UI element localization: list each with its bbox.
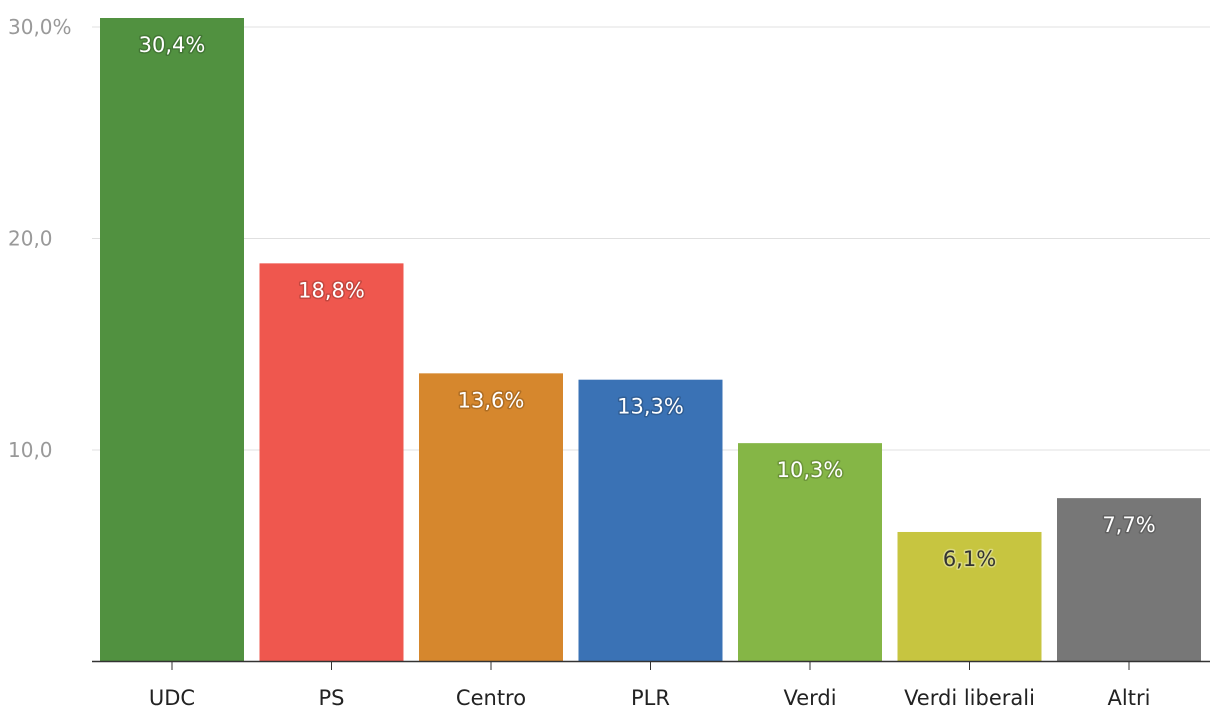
bar — [897, 531, 1042, 661]
bar — [738, 443, 882, 661]
x-tick-label: Verdi liberali — [904, 686, 1035, 710]
x-tick-label: Centro — [456, 686, 526, 710]
bar-value-label: 18,8% — [298, 278, 365, 302]
x-tick-label: Verdi — [783, 686, 836, 710]
y-tick-label: 30,0% — [8, 15, 72, 39]
bar-value-labels: 30,4% 18,8% 13,6% 13,3% 10,3% 6,1% 7,7% — [137, 32, 1157, 573]
x-tick-label: PLR — [631, 686, 670, 710]
y-tick-label: 10,0 — [8, 438, 53, 462]
x-tick-label: Altri — [1108, 686, 1151, 710]
y-tick-label: 20,0 — [8, 226, 53, 250]
y-axis-labels: 10,0 20,0 30,0% — [8, 15, 72, 462]
bar — [259, 263, 404, 661]
x-axis-labels: UDC PS Centro PLR Verdi Verdi liberali Altri — [149, 686, 1151, 710]
bar — [419, 373, 563, 661]
x-axis-ticks — [171, 662, 1130, 670]
x-tick-label: PS — [319, 686, 345, 710]
x-tick-label: UDC — [149, 686, 195, 710]
bar — [1057, 498, 1201, 661]
bar — [100, 18, 244, 661]
bars — [100, 18, 1201, 661]
bar-value-label: 13,3% — [617, 395, 684, 419]
bar-value-label: 10,3% — [777, 458, 844, 482]
bar-value-label: 13,6% — [458, 388, 525, 412]
bar-value-label: 7,7% — [1102, 513, 1155, 537]
bar-value-label: 30,4% — [139, 33, 206, 57]
bar-value-label: 6,1% — [943, 547, 996, 571]
bar — [578, 379, 723, 661]
